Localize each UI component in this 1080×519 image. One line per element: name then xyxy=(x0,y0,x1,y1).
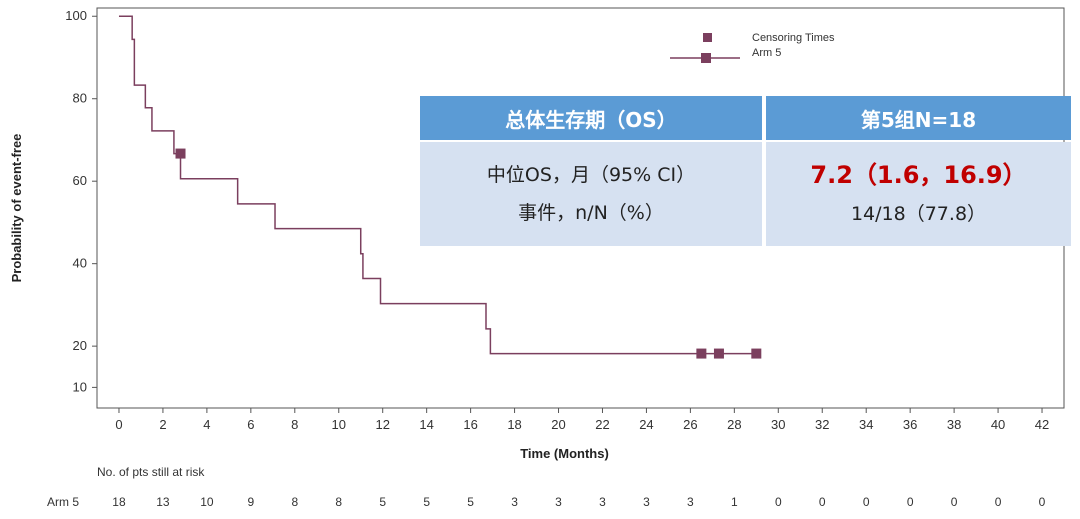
risk-value: 5 xyxy=(379,495,386,509)
x-tick-label: 12 xyxy=(375,417,389,432)
risk-value: 0 xyxy=(863,495,870,509)
risk-table-title: No. of pts still at risk xyxy=(97,465,205,479)
risk-value: 3 xyxy=(511,495,518,509)
y-axis: 10 20 40 60 80 100 xyxy=(65,8,97,394)
risk-table-row-label: Arm 5 xyxy=(47,495,79,509)
y-tick-label: 80 xyxy=(73,91,87,106)
x-tick-label: 30 xyxy=(771,417,785,432)
risk-value: 8 xyxy=(335,495,342,509)
censor-markers xyxy=(175,148,762,359)
median-os-value: 7.2（1.6，16.9） xyxy=(810,161,1027,189)
risk-value: 0 xyxy=(951,495,958,509)
x-tick-label: 14 xyxy=(419,417,433,432)
risk-value: 13 xyxy=(156,495,170,509)
x-tick-label: 2 xyxy=(159,417,166,432)
y-tick-label: 20 xyxy=(73,338,87,353)
x-axis-title: Time (Months) xyxy=(520,446,609,461)
x-tick-label: 20 xyxy=(551,417,565,432)
x-tick-label: 38 xyxy=(947,417,961,432)
x-tick-label: 6 xyxy=(247,417,254,432)
y-tick-label: 10 xyxy=(73,379,87,394)
km-curve-arm5 xyxy=(118,15,757,355)
risk-table-values: 18 13 10 9 8 8 5 5 5 3 3 3 3 3 1 0 0 0 0 0 0 0 xyxy=(112,495,1045,509)
risk-value: 5 xyxy=(467,495,474,509)
x-tick-label: 36 xyxy=(903,417,917,432)
risk-value: 18 xyxy=(112,495,126,509)
legend-series-marker xyxy=(701,53,711,63)
x-tick-label: 28 xyxy=(727,417,741,432)
table-header-left: 总体生存期（OS） xyxy=(420,96,762,140)
x-tick-label: 8 xyxy=(291,417,298,432)
risk-value: 10 xyxy=(200,495,214,509)
risk-value: 0 xyxy=(995,495,1002,509)
legend-series-label: Arm 5 xyxy=(752,47,781,59)
x-tick-label: 26 xyxy=(683,417,697,432)
x-tick-label: 18 xyxy=(507,417,521,432)
risk-value: 0 xyxy=(775,495,782,509)
risk-value: 0 xyxy=(907,495,914,509)
risk-value: 3 xyxy=(643,495,650,509)
y-tick-label: 40 xyxy=(73,256,87,271)
table-header-right: 第5组N=18 xyxy=(766,96,1071,140)
x-tick-label: 32 xyxy=(815,417,829,432)
events-label: 事件，n/N（%） xyxy=(518,202,664,224)
risk-value: 1 xyxy=(731,495,738,509)
risk-value: 9 xyxy=(247,495,254,509)
risk-value: 3 xyxy=(555,495,562,509)
events-value: 14/18（77.8） xyxy=(850,203,987,225)
median-os-label: 中位OS，月（95% CI） xyxy=(486,164,696,186)
x-tick-label: 10 xyxy=(332,417,346,432)
risk-value: 3 xyxy=(599,495,606,509)
censor-marker xyxy=(713,348,724,359)
x-tick-label: 34 xyxy=(859,417,873,432)
risk-value: 5 xyxy=(423,495,430,509)
y-tick-label: 100 xyxy=(65,8,87,23)
table-row-values: 7.2（1.6，16.9） 14/18（77.8） xyxy=(766,142,1071,246)
censor-marker xyxy=(696,348,707,359)
risk-value: 3 xyxy=(687,495,694,509)
censor-marker xyxy=(751,348,762,359)
x-tick-label: 24 xyxy=(639,417,653,432)
y-axis-title: Probability of event-free xyxy=(9,134,24,283)
risk-value: 8 xyxy=(291,495,298,509)
os-summary-table: 总体生存期（OS） 第5组N=18 中位OS，月（95% CI） 事件，n/N（… xyxy=(420,96,1071,246)
x-tick-label: 40 xyxy=(991,417,1005,432)
x-tick-label: 0 xyxy=(115,417,122,432)
x-tick-label: 16 xyxy=(463,417,477,432)
x-tick-label: 4 xyxy=(203,417,210,432)
x-tick-label: 42 xyxy=(1035,417,1049,432)
legend: Censoring Times Arm 5 xyxy=(670,32,835,63)
legend-censor-label: Censoring Times xyxy=(752,32,835,44)
legend-censor-marker xyxy=(703,33,712,42)
risk-value: 0 xyxy=(1039,495,1046,509)
table-row-labels: 中位OS，月（95% CI） 事件，n/N（%） xyxy=(420,142,762,246)
x-tick-label: 22 xyxy=(595,417,609,432)
x-axis: 0 2 4 6 8 10 12 14 16 18 20 22 24 26 28 30 32 34 36 38 40 42 xyxy=(115,408,1049,432)
risk-value: 0 xyxy=(819,495,826,509)
censor-marker xyxy=(175,148,186,159)
y-tick-label: 60 xyxy=(73,173,87,188)
